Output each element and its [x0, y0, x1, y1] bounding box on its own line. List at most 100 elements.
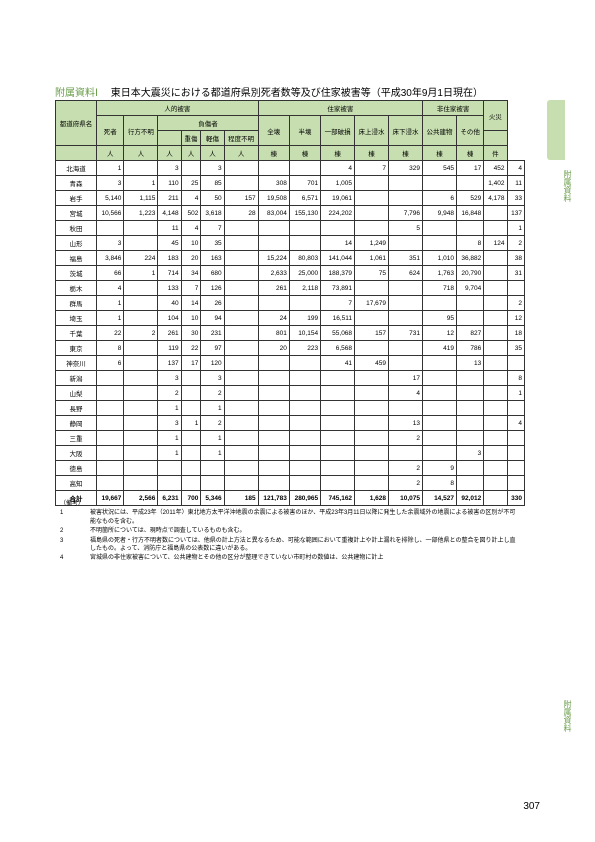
cell: 231: [201, 326, 224, 341]
cell: [181, 431, 201, 446]
col-fire-unit: [484, 131, 507, 146]
cell: [124, 371, 158, 386]
cell: [355, 341, 389, 356]
cell: 2: [507, 236, 524, 251]
col-other: その他: [456, 116, 483, 146]
col-injured: 負傷者: [158, 116, 258, 131]
note-text: 福島県の死者・行方不明者数については、他県の計上方法と異なるため、可能な範囲にお…: [90, 537, 520, 554]
cell: [258, 356, 289, 371]
cell: 1: [158, 446, 181, 461]
col-pref: 都道府県名: [56, 101, 97, 146]
cell: [355, 281, 389, 296]
cell: 141,044: [321, 251, 355, 266]
cell: 19,061: [321, 191, 355, 206]
cell: 4: [97, 281, 124, 296]
cell: [289, 371, 320, 386]
cell: [355, 386, 389, 401]
cell: [355, 311, 389, 326]
title-label: 附属資料Ⅰ: [55, 88, 98, 99]
cell: [321, 221, 355, 236]
cell: 35: [507, 341, 524, 356]
unit-building: 棟: [289, 146, 320, 161]
cell: 1: [181, 416, 201, 431]
pref-name: 栃木: [56, 281, 97, 296]
cell: [456, 401, 483, 416]
cell: [124, 161, 158, 176]
cell: 9: [422, 461, 456, 476]
cell: [422, 356, 456, 371]
pref-name: 茨城: [56, 266, 97, 281]
cell: [389, 311, 423, 326]
side-tab: [547, 100, 565, 160]
cell: [389, 281, 423, 296]
cell: 2: [158, 386, 181, 401]
cell: 188,379: [321, 266, 355, 281]
cell: 31: [507, 266, 524, 281]
cell: [355, 191, 389, 206]
cell: 199: [289, 311, 320, 326]
cell: 155,130: [289, 206, 320, 221]
cell: 35: [201, 236, 224, 251]
cell: 45: [158, 236, 181, 251]
cell: [422, 431, 456, 446]
cell: [507, 401, 524, 416]
cell: [321, 446, 355, 461]
note-line: 1被害状況には、平成23年（2011年）東北地方太平洋沖地震の余震による被害のほ…: [60, 509, 520, 526]
cell: [484, 311, 507, 326]
cell: [484, 356, 507, 371]
cell: [124, 446, 158, 461]
cell: [201, 476, 224, 491]
cell: [224, 446, 258, 461]
notes: （備考） 1被害状況には、平成23年（2011年）東北地方太平洋沖地震の余震によ…: [60, 500, 520, 564]
cell: 17: [456, 161, 483, 176]
col-house: 住家被害: [258, 101, 422, 116]
cell: 3,846: [97, 251, 124, 266]
cell: 2,118: [289, 281, 320, 296]
cell: [97, 461, 124, 476]
col-human: 人的被害: [97, 101, 259, 116]
cell: [355, 206, 389, 221]
cell: [389, 236, 423, 251]
cell: [484, 401, 507, 416]
cell: [484, 386, 507, 401]
cell: 15,224: [258, 251, 289, 266]
cell: 6,568: [321, 341, 355, 356]
cell: 17: [389, 371, 423, 386]
cell: [181, 161, 201, 176]
pref-name: 秋田: [56, 221, 97, 236]
cell: 13: [456, 356, 483, 371]
unit-building: 棟: [389, 146, 423, 161]
cell: 41: [321, 356, 355, 371]
cell: [97, 221, 124, 236]
cell: [507, 461, 524, 476]
cell: 1: [97, 311, 124, 326]
cell: 83,004: [258, 206, 289, 221]
unit-building: 棟: [355, 146, 389, 161]
cell: 718: [422, 281, 456, 296]
cell: 6: [422, 191, 456, 206]
cell: 20: [181, 251, 201, 266]
cell: 157: [355, 326, 389, 341]
cell: 18: [507, 326, 524, 341]
cell: 7,796: [389, 206, 423, 221]
cell: [321, 476, 355, 491]
cell: [289, 386, 320, 401]
cell: [456, 176, 483, 191]
pref-name: 宮城: [56, 206, 97, 221]
cell: [289, 461, 320, 476]
cell: [484, 296, 507, 311]
col-public: 公共建物: [422, 116, 456, 146]
unit-blank: [56, 146, 97, 161]
cell: 1,249: [355, 236, 389, 251]
cell: [97, 431, 124, 446]
table-row: 秋田114751: [56, 221, 525, 236]
table-row: 群馬1401426717,6792: [56, 296, 525, 311]
cell: 75: [355, 266, 389, 281]
cell: 4: [321, 161, 355, 176]
cell: [124, 311, 158, 326]
cell: 624: [389, 266, 423, 281]
col-partial: 一部破損: [321, 116, 355, 146]
cell: 1,115: [124, 191, 158, 206]
cell: [289, 356, 320, 371]
pref-name: 北海道: [56, 161, 97, 176]
